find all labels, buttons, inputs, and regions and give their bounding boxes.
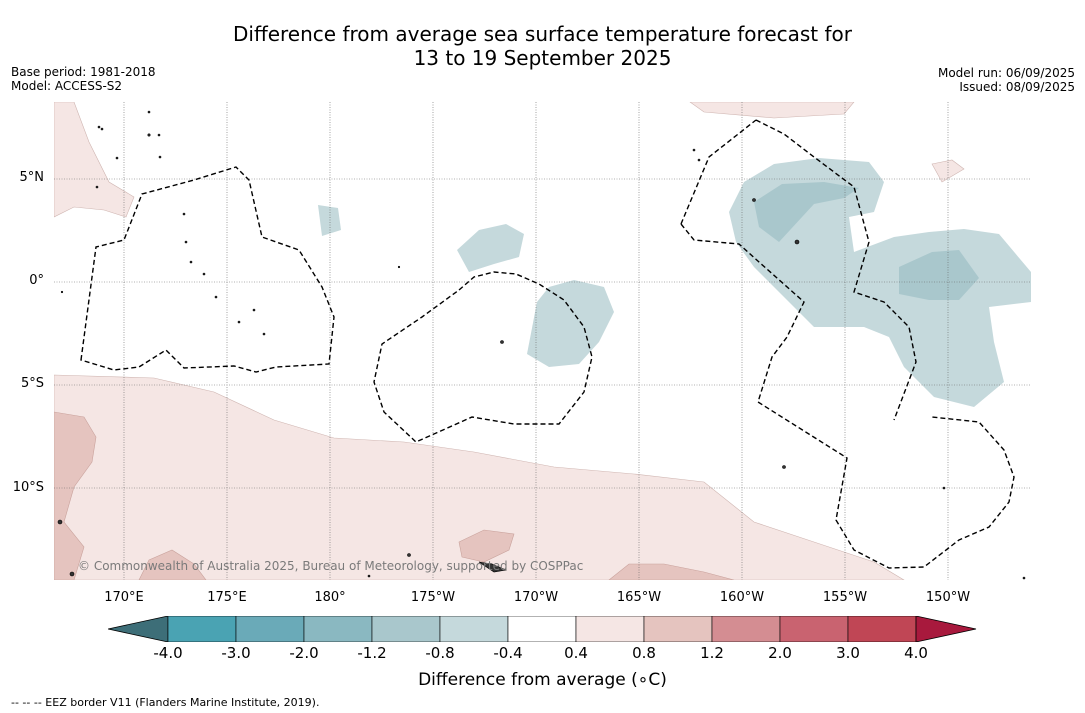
- cb-tick-p4: 4.0: [904, 644, 928, 662]
- warm-anomaly-nw: [54, 102, 135, 218]
- cb-tick-m4: -4.0: [153, 644, 183, 662]
- colorbar-extend-low: [108, 616, 169, 642]
- lon-label-155w: 155°W: [822, 590, 868, 605]
- lon-label-175e: 175°E: [207, 590, 247, 605]
- eez-legend-note: -- -- -- EEZ border V11 (Flanders Marine…: [11, 696, 320, 709]
- warm-anomaly-patch-sw: [54, 411, 97, 580]
- cb-tick-m08: -0.8: [425, 644, 455, 662]
- lon-label-170e: 170°E: [104, 590, 144, 605]
- lat-label-10s: 10°S: [12, 480, 44, 495]
- base-period: Base period: 1981-2018: [11, 65, 156, 79]
- cb-tick-m3: -3.0: [221, 644, 251, 662]
- cb-tick-p08: 0.8: [632, 644, 656, 662]
- warm-anomaly-south: [54, 374, 905, 580]
- eez-borders: [80, 119, 1015, 569]
- colorbar-segment: [507, 616, 577, 642]
- copyright-notice: © Commonwealth of Australia 2025, Bureau…: [78, 559, 584, 573]
- colorbar-segment: [167, 616, 237, 642]
- warm-anomaly-ne-islet: [931, 159, 965, 183]
- colorbar-segment: [643, 616, 713, 642]
- cool-anomaly-central-north: [457, 224, 524, 272]
- cool-anomaly-east-core-1: [754, 182, 859, 242]
- chart-title: Difference from average sea surface temp…: [0, 22, 1085, 70]
- warm-anomaly-patch-s2: [458, 529, 515, 563]
- colorbar-segment: [847, 616, 917, 642]
- cool-anomaly-east: [729, 158, 1031, 407]
- sst-anomaly-map: [54, 102, 1031, 580]
- model-name: Model: ACCESS-S2: [11, 79, 123, 93]
- cb-tick-m12: -1.2: [357, 644, 387, 662]
- colorbar-segment: [779, 616, 849, 642]
- lon-label-170w: 170°W: [513, 590, 559, 605]
- colorbar-title-text: Difference from average (∘C): [418, 670, 667, 690]
- cb-tick-p3: 3.0: [836, 644, 860, 662]
- colorbar-segment: [303, 616, 373, 642]
- colorbar-title: Difference from average (∘C): [0, 670, 1085, 690]
- eez-border-line-islands: [680, 119, 1015, 569]
- lon-label-150w: 150°W: [925, 590, 971, 605]
- colorbar-segment: [371, 616, 441, 642]
- lat-label-0: 0°: [29, 273, 44, 288]
- cool-anomaly-west: [318, 205, 341, 236]
- colorbar-segment: [575, 616, 645, 642]
- colorbar-segment: [439, 616, 509, 642]
- gridlines: [54, 102, 1031, 580]
- lon-label-175w: 175°W: [410, 590, 456, 605]
- title-line-2: 13 to 19 September 2025: [413, 46, 672, 70]
- warm-anomaly-patch-s3: [608, 563, 735, 580]
- lon-label-165w: 165°W: [616, 590, 662, 605]
- cb-tick-p04: 0.4: [564, 644, 588, 662]
- eez-border-kiribati-gilbert: [80, 166, 335, 373]
- islands: [57, 110, 1026, 580]
- cb-tick-m04: -0.4: [493, 644, 523, 662]
- lon-label-180: 180°: [314, 590, 346, 605]
- colorbar-extend-high: [915, 616, 977, 642]
- lat-label-5n: 5°N: [19, 170, 45, 185]
- model-run: Model run: 06/09/2025: [937, 66, 1075, 80]
- cb-tick-p12: 1.2: [700, 644, 724, 662]
- colorbar-segment: [711, 616, 781, 642]
- colorbar-segment: [235, 616, 305, 642]
- cool-anomaly-east-core-2: [899, 250, 979, 300]
- title-line-1: Difference from average sea surface temp…: [232, 22, 852, 46]
- cool-anomaly-central: [527, 280, 614, 367]
- warm-anomaly-patch-s1: [138, 549, 207, 580]
- eez-border-phoenix: [373, 271, 593, 443]
- colorbar: [108, 616, 977, 642]
- lon-label-160w: 160°W: [719, 590, 765, 605]
- cb-tick-m2: -2.0: [289, 644, 319, 662]
- issued-date: Issued: 08/09/2025: [959, 80, 1075, 94]
- warm-anomaly-top: [689, 102, 855, 119]
- map-svg: [54, 102, 1031, 580]
- lat-label-5s: 5°S: [20, 376, 44, 391]
- meta-right: Model run: 06/09/2025 Issued: 08/09/2025: [938, 66, 1075, 94]
- meta-left: Base period: 1981-2018 Model: ACCESS-S2: [11, 65, 156, 93]
- cb-tick-p2: 2.0: [768, 644, 792, 662]
